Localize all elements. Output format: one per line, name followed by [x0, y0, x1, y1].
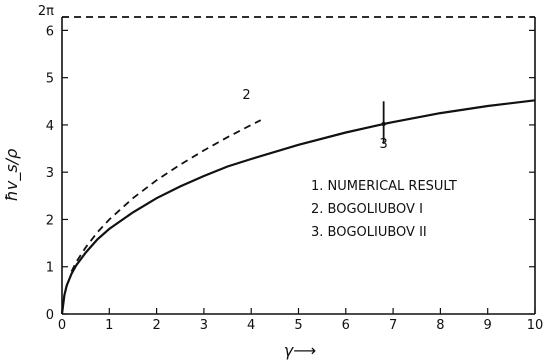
annotation-text: 2. BOGOLIUBOV I	[311, 202, 423, 217]
x-tick-label: 1	[105, 318, 113, 333]
series-line-2	[70, 119, 262, 272]
x-tick-label: 6	[342, 318, 350, 333]
y-tick-label: 0	[46, 308, 54, 323]
x-tick-label: 2	[152, 318, 160, 333]
x-tick-label: 7	[389, 318, 397, 333]
x-axis-label: γ⟶	[284, 341, 316, 360]
marker-point	[381, 121, 386, 127]
y-axis-label: ħv_s/ρ	[2, 149, 22, 201]
series: 23	[60, 16, 536, 315]
y-tick-label: 3	[46, 166, 54, 181]
x-tick-label: 0	[58, 318, 66, 333]
y-tick-label: 2	[46, 213, 54, 228]
y-tick-label: 5	[46, 72, 54, 87]
x-tick-label: 4	[247, 318, 255, 333]
x-tick-label: 3	[200, 318, 208, 333]
x-tick-label: 5	[294, 318, 302, 333]
y-tick-label: 2π	[38, 4, 54, 19]
axes	[61, 17, 536, 315]
y-tick-label: 1	[46, 261, 54, 276]
series-line-1	[60, 99, 536, 315]
annotation-text: 1. NUMERICAL RESULT	[311, 179, 457, 194]
x-tick-label: 9	[484, 318, 492, 333]
annotation-text: 3. BOGOLIUBOV II	[311, 225, 427, 240]
series-label: 2	[242, 88, 250, 103]
x-tick-label: 10	[527, 318, 544, 333]
marker-label: 3	[379, 137, 387, 152]
y-tick-label: 4	[46, 119, 54, 134]
x-tick-label: 8	[436, 318, 444, 333]
annotations: 1. NUMERICAL RESULT 2. BOGOLIUBOV I 3. BOG…	[311, 179, 457, 240]
y-tick-label: 6	[46, 24, 54, 39]
